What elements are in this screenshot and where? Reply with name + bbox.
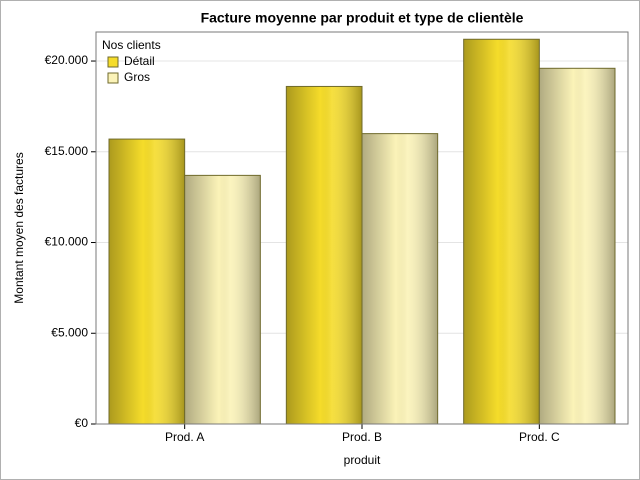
- chart-title: Facture moyenne par produit et type de c…: [201, 10, 524, 26]
- y-tick-label: €5.000: [51, 325, 88, 339]
- y-tick-label: €15.000: [45, 144, 89, 158]
- legend-label: Gros: [124, 70, 150, 84]
- y-tick-label: €0: [75, 416, 89, 430]
- y-tick-label: €20.000: [45, 53, 89, 67]
- bar-shade: [463, 38, 540, 425]
- x-tick-label: Prod. B: [342, 430, 382, 444]
- bar-shade: [108, 138, 186, 425]
- y-axis-label: Montant moyen des factures: [12, 152, 26, 303]
- legend-title: Nos clients: [102, 38, 161, 52]
- bar-shade: [361, 133, 439, 425]
- x-axis-label: produit: [344, 453, 381, 467]
- legend-label: Détail: [124, 54, 155, 68]
- x-tick-label: Prod. C: [519, 430, 560, 444]
- x-tick-label: Prod. A: [165, 430, 204, 444]
- plot-frame: [95, 31, 629, 425]
- bar-shade: [285, 85, 363, 425]
- bar-shade: [538, 67, 616, 425]
- legend-swatch: [107, 56, 119, 68]
- y-tick-label: €10.000: [45, 235, 89, 249]
- legend-swatch: [107, 72, 119, 84]
- bar-shade: [184, 174, 261, 425]
